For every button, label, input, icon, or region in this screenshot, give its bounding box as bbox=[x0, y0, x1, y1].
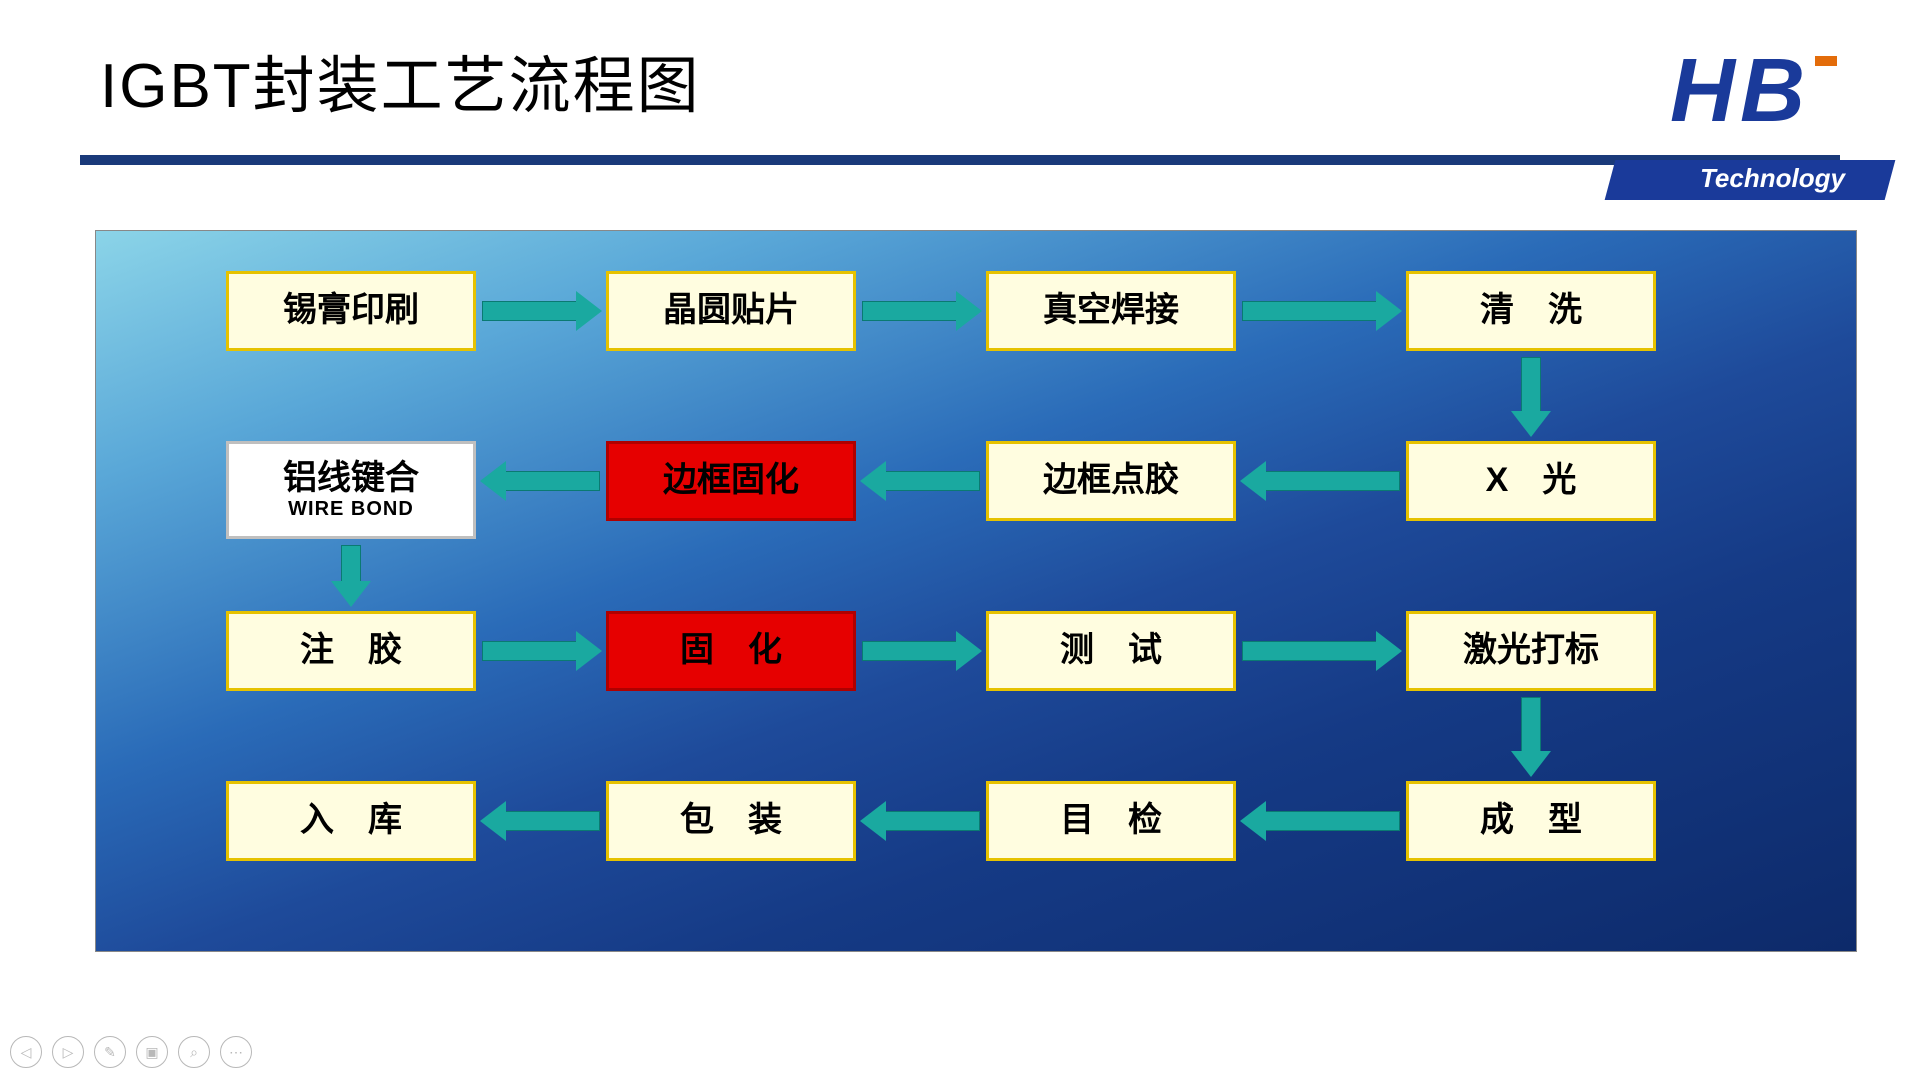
flow-node-label: 入 库 bbox=[300, 801, 402, 840]
flowchart-area: 锡膏印刷 晶圆贴片 真空焊接 清 洗 X 光 边框点胶 边框固化 铝线键合WIRE BOND 注… bbox=[95, 230, 1857, 952]
toolbar-zoom-button[interactable]: ⌕ bbox=[178, 1036, 210, 1068]
flow-arrow-left bbox=[862, 461, 980, 501]
flow-node-n13: 成 型 bbox=[1406, 781, 1656, 861]
logo-tagline: Technology bbox=[1700, 163, 1845, 194]
flow-node-label: 成 型 bbox=[1480, 801, 1582, 840]
toolbar-screen-button[interactable]: ▣ bbox=[136, 1036, 168, 1068]
flow-node-n4: 清 洗 bbox=[1406, 271, 1656, 351]
logo-letter-b: B bbox=[1740, 40, 1805, 143]
logo-letter-h: H bbox=[1670, 40, 1735, 143]
flow-arrow-left bbox=[862, 801, 980, 841]
flow-arrow-right bbox=[1242, 291, 1400, 331]
flow-node-label: 固 化 bbox=[680, 631, 782, 670]
flow-node-label: 真空焊接 bbox=[1043, 291, 1179, 330]
flow-node-n7: 边框固化 bbox=[606, 441, 856, 521]
title-rule bbox=[80, 155, 1840, 165]
flow-arrow-left bbox=[482, 461, 600, 501]
logo-stripes bbox=[1615, 165, 1651, 200]
flow-arrow-right bbox=[482, 291, 600, 331]
flow-node-label: 目 检 bbox=[1060, 801, 1162, 840]
flow-node-label: 注 胶 bbox=[300, 631, 402, 670]
logo-accent-dot bbox=[1815, 56, 1837, 66]
flow-node-n8: 铝线键合WIRE BOND bbox=[226, 441, 476, 539]
flow-node-n1: 锡膏印刷 bbox=[226, 271, 476, 351]
flow-node-n2: 晶圆贴片 bbox=[606, 271, 856, 351]
flow-arrow-right bbox=[862, 631, 980, 671]
flow-arrow-right bbox=[1242, 631, 1400, 671]
flow-node-label: 边框点胶 bbox=[1043, 461, 1179, 500]
flow-node-label: 包 装 bbox=[680, 801, 782, 840]
flow-node-label: 激光打标 bbox=[1463, 631, 1599, 670]
flow-node-label: 清 洗 bbox=[1480, 291, 1582, 330]
flow-node-label: 晶圆贴片 bbox=[663, 291, 799, 330]
flow-node-label: 边框固化 bbox=[663, 461, 799, 500]
brand-logo: H B Technology bbox=[1630, 40, 1890, 210]
flow-node-n6: 边框点胶 bbox=[986, 441, 1236, 521]
flow-arrow-down bbox=[1511, 357, 1551, 435]
toolbar-pen-button[interactable]: ✎ bbox=[94, 1036, 126, 1068]
flow-node-n3: 真空焊接 bbox=[986, 271, 1236, 351]
flow-arrow-down bbox=[1511, 697, 1551, 775]
flow-node-n16: 入 库 bbox=[226, 781, 476, 861]
flow-node-label: 测 试 bbox=[1060, 631, 1162, 670]
flow-node-label: X 光 bbox=[1486, 461, 1577, 500]
flow-node-n10: 固 化 bbox=[606, 611, 856, 691]
flow-arrow-down bbox=[331, 545, 371, 605]
flow-node-sublabel: WIRE BOND bbox=[288, 498, 414, 521]
toolbar-next-button[interactable]: ▷ bbox=[52, 1036, 84, 1068]
flow-node-n12: 激光打标 bbox=[1406, 611, 1656, 691]
toolbar-more-button[interactable]: ⋯ bbox=[220, 1036, 252, 1068]
flow-arrow-left bbox=[1242, 461, 1400, 501]
flow-arrow-left bbox=[482, 801, 600, 841]
flow-arrow-right bbox=[482, 631, 600, 671]
slideshow-toolbar: ◁ ▷ ✎ ▣ ⌕ ⋯ bbox=[10, 1036, 252, 1068]
flow-node-label: 锡膏印刷 bbox=[283, 291, 419, 330]
flow-arrow-right bbox=[862, 291, 980, 331]
slide-title: IGBT封装工艺流程图 bbox=[100, 35, 701, 125]
toolbar-prev-button[interactable]: ◁ bbox=[10, 1036, 42, 1068]
flow-node-n9: 注 胶 bbox=[226, 611, 476, 691]
flow-node-label: 铝线键合 bbox=[283, 459, 419, 498]
flow-node-n15: 包 装 bbox=[606, 781, 856, 861]
flow-node-n14: 目 检 bbox=[986, 781, 1236, 861]
flow-node-n5: X 光 bbox=[1406, 441, 1656, 521]
flow-node-n11: 测 试 bbox=[986, 611, 1236, 691]
slide: IGBT封装工艺流程图 H B Technology 锡膏印刷 晶圆贴片 真空焊接 清… bbox=[0, 0, 1920, 1080]
flow-arrow-left bbox=[1242, 801, 1400, 841]
